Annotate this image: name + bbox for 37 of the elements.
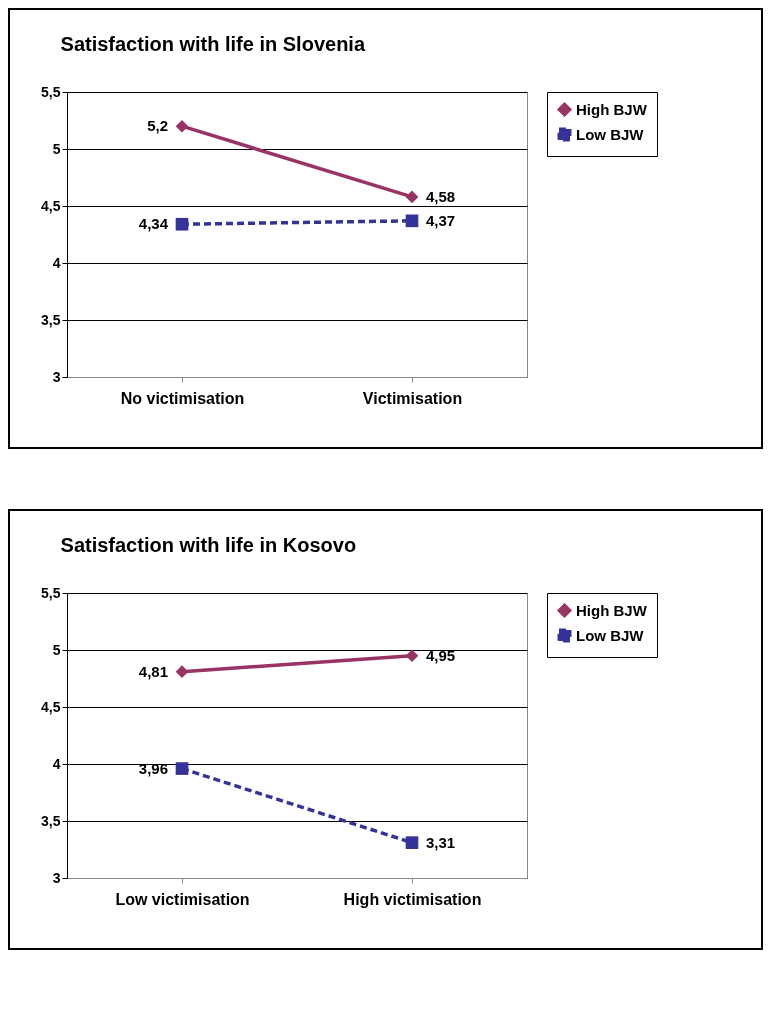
y-tick-label: 5 bbox=[52, 140, 61, 157]
legend-label: Low BJW bbox=[576, 125, 645, 143]
y-tick-label: 3,5 bbox=[41, 812, 61, 829]
y-tick-label: 3 bbox=[52, 869, 61, 886]
y-tick-label: 5 bbox=[52, 641, 61, 658]
data-label: 3,31 bbox=[426, 833, 456, 851]
point bbox=[405, 214, 419, 228]
point bbox=[405, 190, 419, 204]
y-tick-label: 4,5 bbox=[41, 197, 61, 214]
y-tick-label: 5,5 bbox=[41, 584, 61, 601]
legend-label: High BJW bbox=[576, 601, 648, 619]
point bbox=[175, 762, 189, 775]
point bbox=[175, 119, 189, 133]
y-tick-label: 3,5 bbox=[41, 311, 61, 328]
point bbox=[405, 649, 419, 663]
data-label: 4,95 bbox=[426, 646, 456, 664]
data-label: 4,34 bbox=[138, 215, 169, 233]
data-label: 5,2 bbox=[147, 117, 168, 135]
point bbox=[405, 836, 419, 849]
data-label: 4,37 bbox=[426, 211, 456, 229]
y-tick-label: 4,5 bbox=[41, 698, 61, 715]
x-tick-label: Victimisation bbox=[362, 389, 463, 407]
x-tick-label: No victimisation bbox=[120, 389, 245, 407]
y-tick-label: 4 bbox=[52, 254, 61, 271]
x-tick-label: High victimisation bbox=[343, 890, 482, 908]
data-label: 4,58 bbox=[426, 187, 456, 205]
legend-label: High BJW bbox=[576, 100, 648, 118]
chart-title: Satisfaction with life in Slovenia bbox=[60, 33, 366, 55]
y-tick-label: 3 bbox=[52, 368, 61, 385]
chart-title: Satisfaction with life in Kosovo bbox=[60, 534, 357, 556]
y-tick-label: 4 bbox=[52, 755, 61, 772]
legend-label: Low BJW bbox=[576, 626, 645, 644]
point bbox=[175, 665, 189, 678]
data-label: 4,81 bbox=[138, 662, 168, 680]
x-tick-label: Low victimisation bbox=[115, 890, 250, 908]
y-tick-label: 5,5 bbox=[41, 83, 61, 100]
point bbox=[175, 217, 189, 231]
